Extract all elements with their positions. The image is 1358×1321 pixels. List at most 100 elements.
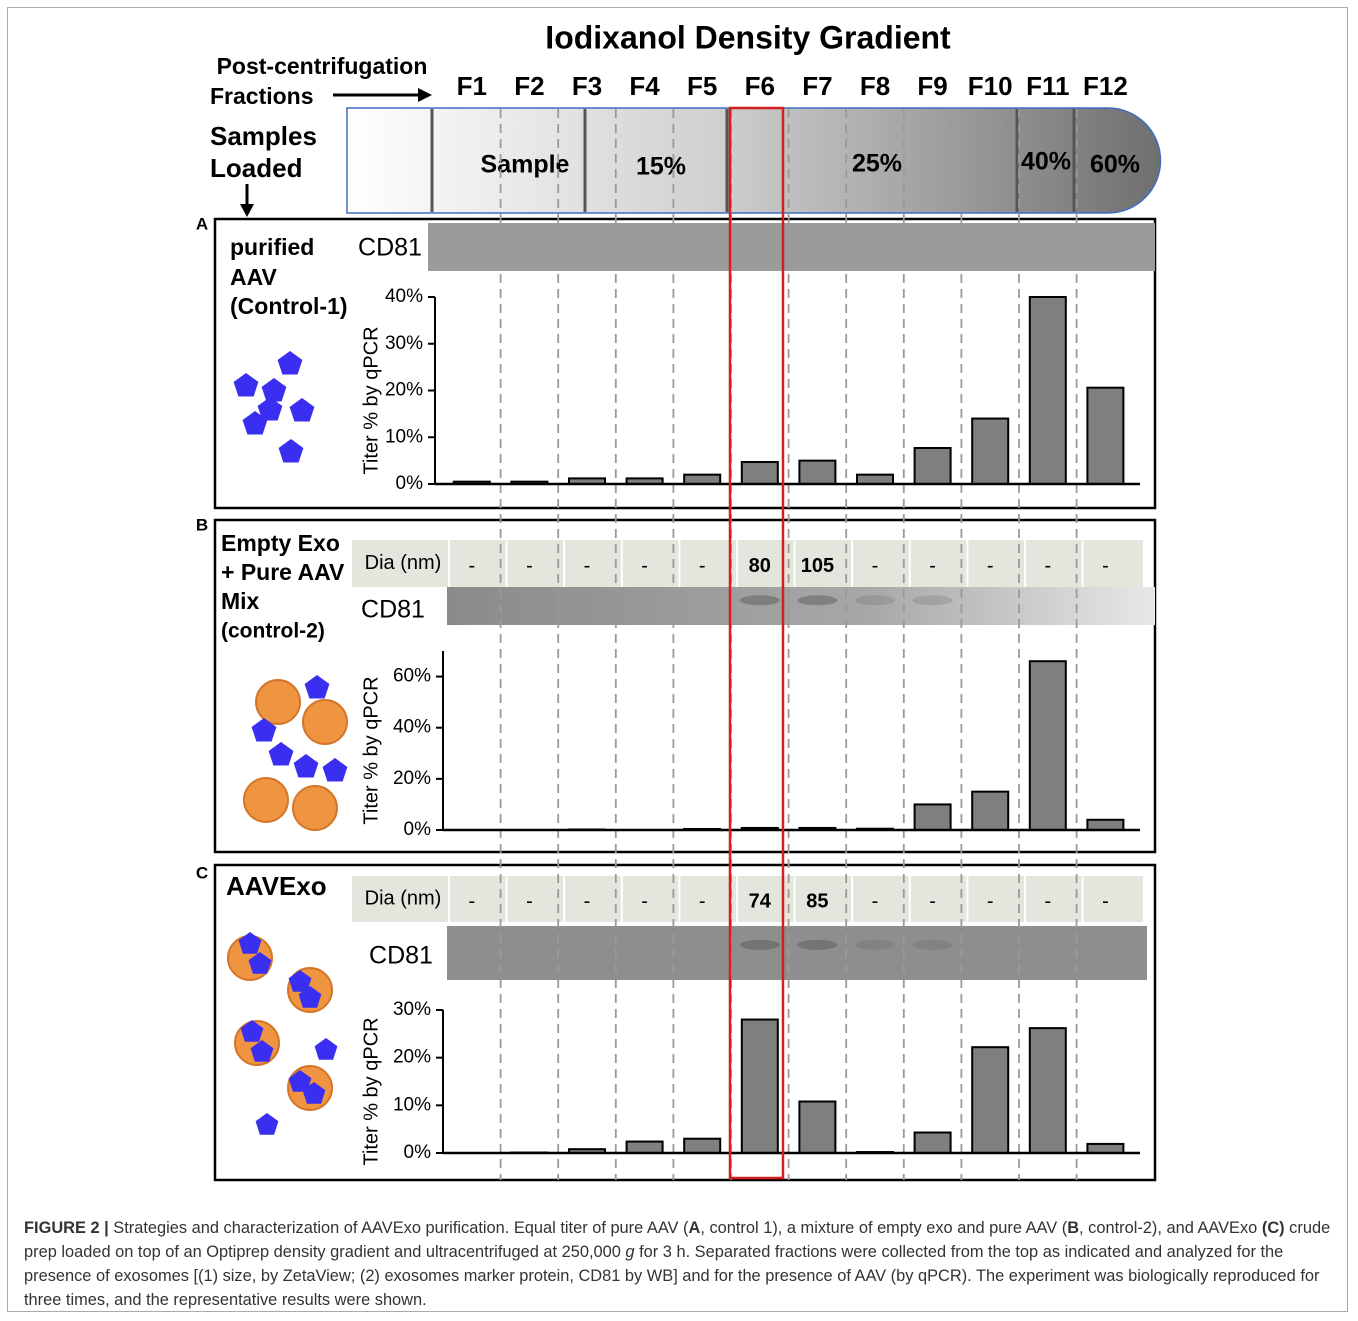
panel-letter: C [196, 863, 208, 882]
panel-letter: A [196, 214, 208, 233]
dia-value: - [987, 555, 994, 577]
panel-label: + Pure AAV [221, 559, 345, 585]
caption-text: Strategies and characterization of AAVEx… [109, 1219, 689, 1237]
bar [857, 475, 893, 484]
bar [1087, 820, 1123, 830]
exosome-icon [244, 778, 288, 822]
bar [742, 462, 778, 484]
fraction-label: F3 [572, 71, 602, 101]
caption: FIGURE 2 | Strategies and characterizati… [24, 1216, 1342, 1312]
blot-band [913, 595, 953, 605]
panel-label: AAVExo [226, 871, 327, 901]
panel-label: (Control-1) [230, 293, 348, 319]
dia-value: - [699, 555, 706, 577]
bar [742, 1020, 778, 1153]
dia-value: - [641, 890, 648, 912]
bar [972, 792, 1008, 830]
caption-text: (C) [1262, 1219, 1285, 1237]
bar [915, 448, 951, 484]
y-tick-label: 40% [393, 717, 431, 738]
panel-letter: B [196, 515, 208, 534]
dia-value: 105 [801, 555, 834, 577]
dia-label: Dia (nm) [365, 887, 442, 909]
dia-value: - [1044, 890, 1051, 912]
y-tick-label: 60% [393, 666, 431, 687]
western-blot [447, 926, 1147, 980]
y-tick-label: 20% [385, 380, 423, 401]
dia-value: - [1102, 555, 1109, 577]
dia-value: - [526, 555, 533, 577]
y-axis-label: Titer % by qPCR [360, 1017, 382, 1165]
bar [915, 804, 951, 830]
blot-label: CD81 [369, 942, 433, 970]
layer-label: 60% [1090, 151, 1140, 179]
blot-band [740, 595, 780, 605]
caption-text: A [689, 1219, 701, 1237]
panel-label: AAV [230, 264, 278, 290]
y-tick-label: 0% [404, 1142, 432, 1163]
dia-value: 80 [749, 555, 771, 577]
aav-icon [256, 1113, 279, 1135]
bar [972, 419, 1008, 484]
exosome-icon [256, 680, 300, 724]
aav-icon [305, 675, 330, 699]
aav-icon [234, 373, 259, 397]
y-tick-label: 10% [393, 1094, 431, 1115]
bar [684, 1139, 720, 1153]
caption-text: g [625, 1243, 634, 1261]
bar [799, 461, 835, 484]
bar [1030, 1028, 1066, 1153]
fraction-label: F2 [514, 71, 544, 101]
dia-value: - [872, 555, 879, 577]
blot-band [913, 940, 953, 950]
fraction-label: F10 [968, 71, 1013, 101]
aav-icon [279, 439, 304, 463]
blot-band [855, 940, 895, 950]
bar [972, 1047, 1008, 1153]
y-tick-label: 10% [385, 426, 423, 447]
blot-label: CD81 [358, 234, 422, 262]
bar [1087, 388, 1123, 484]
dia-value: - [929, 555, 936, 577]
dia-value: - [929, 890, 936, 912]
blot-label: CD81 [361, 596, 425, 624]
dia-value: - [987, 890, 994, 912]
arrow-head [240, 204, 254, 217]
layer-label: 40% [1021, 148, 1071, 176]
y-tick-label: 20% [393, 1047, 431, 1068]
y-tick-label: 30% [385, 333, 423, 354]
bar [1030, 297, 1066, 484]
aav-icon [269, 742, 294, 766]
y-tick-label: 0% [404, 819, 432, 840]
fraction-label: F9 [917, 71, 947, 101]
fraction-label: F8 [860, 71, 890, 101]
layer-label: Sample [481, 151, 570, 179]
aav-icon [278, 351, 303, 375]
caption-text: , control-2), and AAVExo [1079, 1219, 1262, 1237]
dia-value: - [1102, 890, 1109, 912]
blot-band [797, 595, 837, 605]
fraction-label: F12 [1083, 71, 1128, 101]
aav-icon [239, 932, 262, 954]
panel-label: (control-2) [221, 620, 325, 643]
fractions-label: Post-centrifugation [217, 53, 428, 79]
bar [627, 1142, 663, 1153]
western-blot [447, 587, 1155, 625]
blot-band [740, 940, 780, 950]
bar [684, 475, 720, 484]
dia-value: - [468, 555, 475, 577]
exosome-icon [293, 786, 337, 830]
samples-label: Samples [210, 121, 317, 151]
panel-label: Empty Exo [221, 530, 340, 556]
dia-value: - [468, 890, 475, 912]
aav-icon [323, 758, 348, 782]
y-tick-label: 0% [396, 473, 424, 494]
blot-band [855, 595, 895, 605]
dia-value: - [872, 890, 879, 912]
y-axis-label: Titer % by qPCR [360, 676, 382, 824]
fractions-label: Fractions [210, 83, 314, 109]
dia-label: Dia (nm) [365, 552, 442, 574]
bar [799, 1102, 835, 1153]
fraction-label: F5 [687, 71, 717, 101]
dia-value: - [1044, 555, 1051, 577]
